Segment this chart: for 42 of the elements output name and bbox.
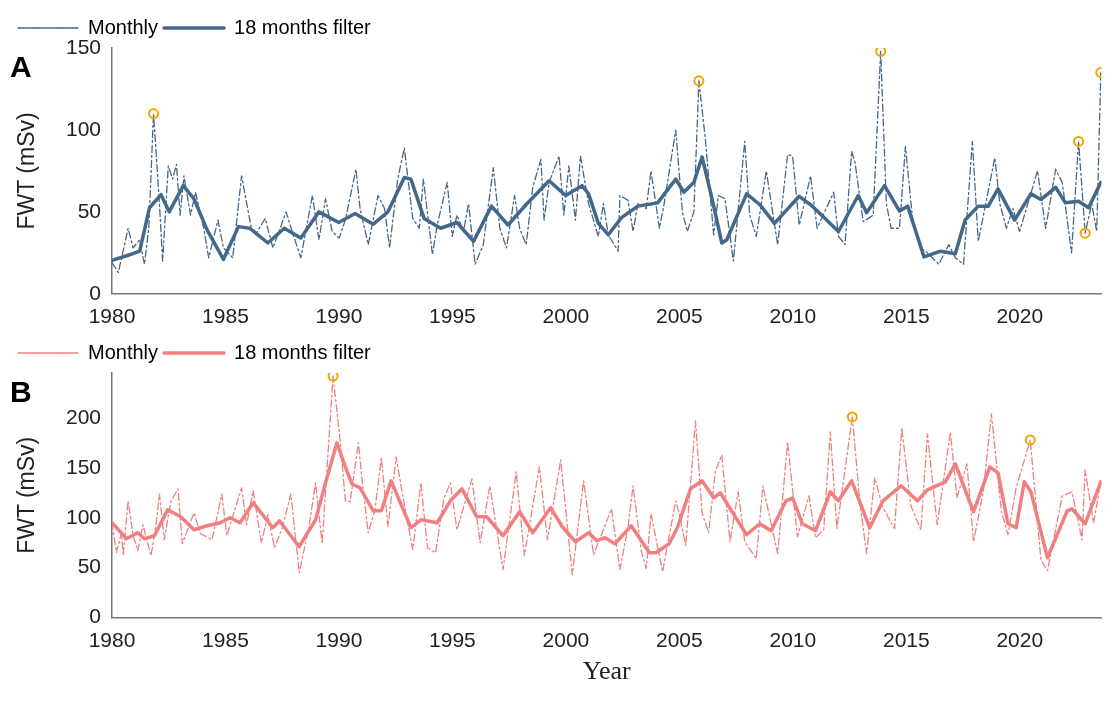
x-tick-label: 1980 <box>88 628 136 651</box>
x-tick-label: 1995 <box>429 628 476 651</box>
point <box>1024 434 1036 446</box>
y-tick-label: 100 <box>65 116 101 140</box>
y-tick-label: 100 <box>65 504 101 528</box>
x-tick-label: 1985 <box>202 304 249 328</box>
point <box>693 75 705 87</box>
y-tick-label: 0 <box>89 280 101 304</box>
x-tick-label: 1990 <box>315 304 363 328</box>
point <box>148 108 160 120</box>
legend-label: 18 months filter <box>234 340 372 363</box>
x-axis-title: Year <box>582 656 632 686</box>
x-tick-label: 1980 <box>88 304 136 328</box>
x-tick-label: 1990 <box>315 628 363 651</box>
x-tick-label: 2005 <box>656 628 703 651</box>
point <box>875 48 887 57</box>
x-tick-label: 2015 <box>882 304 930 328</box>
x-tick-label: 2005 <box>656 304 703 328</box>
y-tick-label: 0 <box>89 604 101 628</box>
x-tick-label: 1995 <box>429 304 476 328</box>
x-tick-label: 2000 <box>542 304 590 328</box>
y-tick-label: 50 <box>77 198 101 222</box>
point <box>1073 135 1085 147</box>
x-tick-label: 2010 <box>769 304 817 328</box>
chart-title: B <box>10 375 32 409</box>
legend-label: Monthly <box>88 340 159 363</box>
x-tick-label: 2010 <box>769 628 817 651</box>
y-tick-label: 150 <box>65 454 101 478</box>
point <box>327 373 339 382</box>
y-axis-title: FWT (mSv) <box>13 112 40 230</box>
legend-label: 18 months filter <box>234 15 372 38</box>
x-tick-label: 2020 <box>996 304 1044 328</box>
point <box>1079 227 1091 239</box>
point <box>846 411 858 423</box>
x-tick-label: 1985 <box>202 628 249 651</box>
x-tick-label: 2000 <box>542 628 590 651</box>
y-axis-title: FWT (mSv) <box>13 436 40 554</box>
chart-title: A <box>10 50 32 84</box>
x-tick-label: 2020 <box>996 628 1044 651</box>
y-tick-label: 50 <box>77 554 101 578</box>
x-tick-label: 2015 <box>882 628 930 651</box>
y-tick-label: 200 <box>65 404 101 428</box>
